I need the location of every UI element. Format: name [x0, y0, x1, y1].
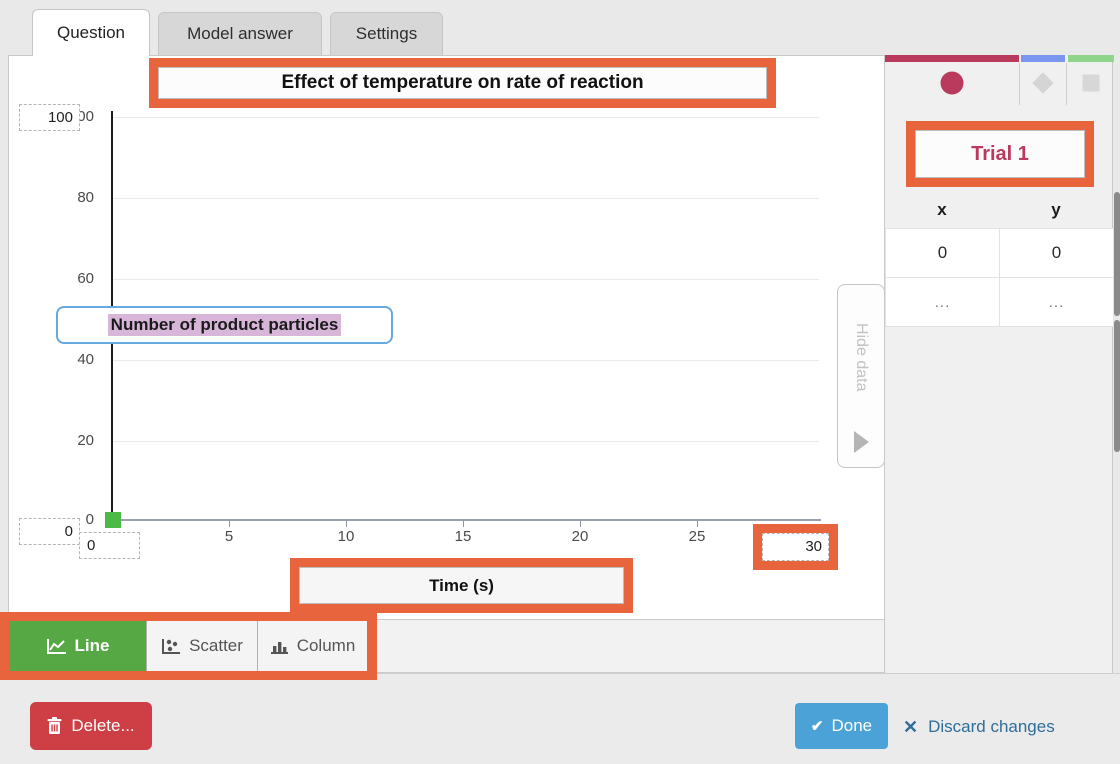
divider — [1019, 63, 1020, 105]
series-color-bar — [1021, 55, 1065, 62]
y-axis-min-input[interactable]: 0 — [19, 518, 80, 545]
tab-model-answer[interactable]: Model answer — [158, 12, 322, 55]
gridline — [113, 117, 819, 118]
x-axis-max-highlight: 30 — [753, 524, 838, 570]
chart-title-text: Effect of temperature on rate of reactio… — [281, 72, 644, 93]
line-chart-icon — [46, 638, 66, 654]
y-tick-20: 20 — [77, 432, 94, 449]
series-name-highlight: Trial 1 — [906, 121, 1094, 187]
column-chart-button[interactable]: Column — [257, 621, 367, 671]
series-color-bar — [1068, 55, 1114, 62]
done-button-label: Done — [831, 716, 873, 735]
series-tab-2[interactable] — [1021, 55, 1065, 105]
scrollbar-thumb[interactable] — [1114, 192, 1120, 316]
table-cell-x1[interactable]: ... — [885, 277, 1000, 327]
y-tick-60: 60 — [77, 270, 94, 287]
scatter-chart-button[interactable]: Scatter — [146, 621, 257, 671]
series-color-bar — [885, 55, 1019, 62]
chart-title[interactable]: Effect of temperature on rate of reactio… — [158, 67, 767, 99]
table-cell-y0[interactable]: 0 — [999, 228, 1114, 278]
x-tick-20: 20 — [571, 528, 589, 545]
diamond-series-icon — [1032, 72, 1054, 94]
delete-button-label: Delete... — [71, 716, 135, 735]
footer-bar — [0, 673, 1120, 764]
hide-data-tab[interactable]: Hide data — [837, 284, 885, 468]
x-axis-label-text: Time (s) — [429, 575, 494, 595]
series-tab-trial-1[interactable] — [885, 55, 1019, 105]
discard-changes-button[interactable]: ✕ Discard changes — [903, 713, 1055, 741]
chart-canvas: Effect of temperature on rate of reactio… — [8, 55, 885, 619]
chart-type-group-highlight: Line Scatter Column — [0, 612, 377, 680]
x-tick-15: 15 — [454, 528, 472, 545]
data-panel: Trial 1 x y 0 0 ... ... — [884, 55, 1114, 673]
x-tickmark — [463, 520, 464, 527]
gridline — [113, 441, 819, 442]
discard-changes-label: Discard changes — [928, 717, 1055, 736]
y-axis-max-input[interactable]: 100 — [19, 104, 80, 131]
scrollbar-thumb[interactable] — [1114, 320, 1120, 452]
tab-question[interactable]: Question — [32, 9, 150, 56]
x-tick-10: 10 — [337, 528, 355, 545]
chart-title-highlight: Effect of temperature on rate of reactio… — [149, 58, 776, 108]
x-axis-min-input[interactable]: 0 — [79, 532, 140, 559]
table-cell-y1[interactable]: ... — [999, 277, 1114, 327]
y-axis-label-text: Number of product particles — [107, 314, 342, 336]
tab-model-answer-label: Model answer — [187, 24, 293, 43]
tab-settings-label: Settings — [355, 24, 418, 43]
active-tab-connector — [33, 54, 149, 57]
y-tick-40: 40 — [77, 351, 94, 368]
gridline — [113, 360, 819, 361]
series-name-box[interactable]: Trial 1 — [915, 130, 1085, 178]
column-chart-label: Column — [296, 636, 356, 655]
data-point-marker[interactable] — [105, 512, 121, 528]
line-chart-button[interactable]: Line — [9, 621, 146, 671]
x-tick-25: 25 — [688, 528, 706, 545]
line-chart-label: Line — [74, 636, 110, 655]
column-header-x: x — [937, 200, 947, 219]
scatter-chart-icon — [162, 638, 181, 654]
series-name-text: Trial 1 — [971, 142, 1029, 165]
check-icon: ✔ — [810, 718, 824, 735]
y-tick-80: 80 — [77, 189, 94, 206]
x-tickmark — [229, 520, 230, 527]
square-series-icon — [1082, 74, 1100, 92]
y-axis-label-box[interactable]: Number of product particles — [56, 306, 393, 344]
y-tick-0: 0 — [85, 511, 94, 528]
tab-settings[interactable]: Settings — [330, 12, 443, 55]
x-icon: ✕ — [903, 716, 919, 737]
x-axis-line — [111, 519, 821, 521]
column-chart-icon — [270, 641, 288, 654]
divider — [1066, 63, 1067, 105]
x-axis-label-box[interactable]: Time (s) — [299, 567, 624, 604]
trash-icon — [47, 717, 62, 734]
delete-button[interactable]: Delete... — [30, 702, 152, 750]
gridline — [113, 198, 819, 199]
tab-question-label: Question — [56, 23, 126, 42]
x-tickmark — [346, 520, 347, 527]
scatter-chart-label: Scatter — [189, 636, 243, 655]
x-tick-5: 5 — [224, 528, 234, 545]
series-tab-3[interactable] — [1068, 55, 1114, 105]
gridline — [113, 279, 819, 280]
hide-data-label: Hide data — [853, 323, 870, 392]
circle-series-icon — [940, 71, 964, 95]
expand-arrow-icon — [854, 431, 869, 453]
x-axis-max-input[interactable]: 30 — [762, 533, 829, 561]
done-button[interactable]: ✔ Done — [795, 703, 888, 749]
x-axis-label-highlight: Time (s) — [290, 558, 633, 613]
x-tickmark — [697, 520, 698, 527]
column-header-y: y — [1051, 200, 1061, 219]
table-cell-x0[interactable]: 0 — [885, 228, 1000, 278]
x-tickmark — [580, 520, 581, 527]
